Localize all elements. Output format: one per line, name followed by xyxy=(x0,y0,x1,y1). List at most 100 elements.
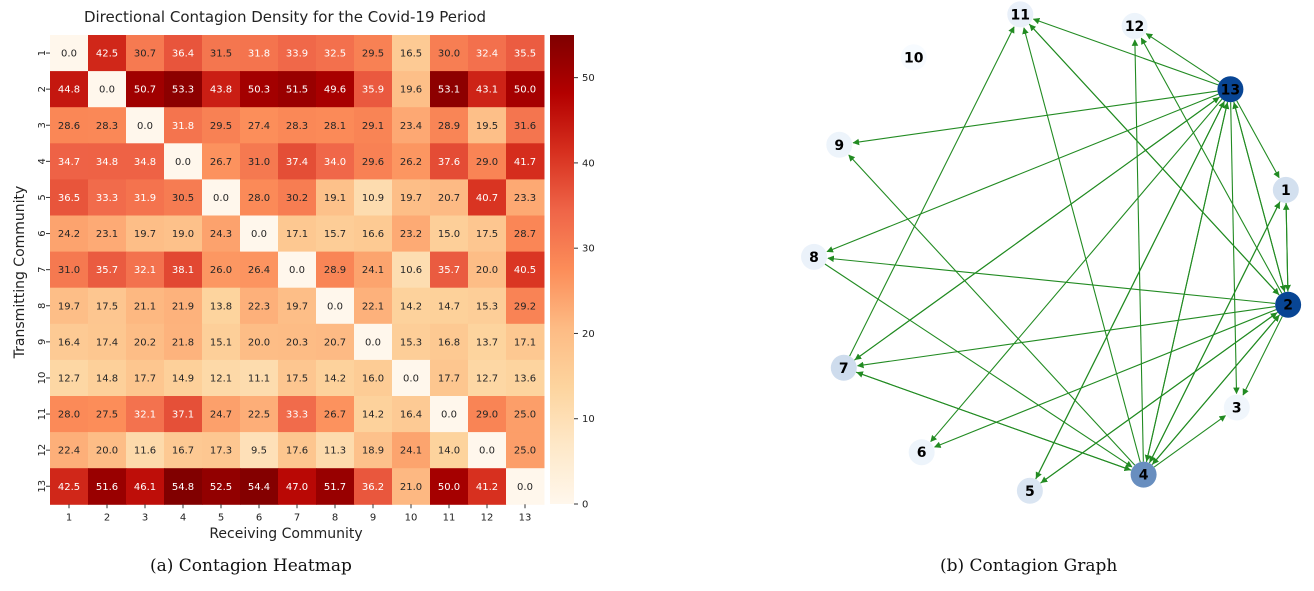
heatmap-cell: 19.0 xyxy=(164,215,203,253)
heatmap-cell-label: 0.0 xyxy=(175,157,191,168)
heatmap-cell: 14.0 xyxy=(430,432,469,469)
heatmap-cell-label: 14.7 xyxy=(438,301,460,312)
heatmap-cell-label: 10.6 xyxy=(400,265,422,276)
heatmap-cell-label: 11.6 xyxy=(134,446,156,457)
y-tick-label: 8 xyxy=(37,303,48,309)
heatmap-cell-rect xyxy=(468,107,507,144)
heatmap-cell: 23.1 xyxy=(88,215,127,253)
colorbar-tick-label: 50 xyxy=(582,73,595,84)
heatmap-cell-label: 29.1 xyxy=(362,121,384,132)
heatmap-cell-rect xyxy=(50,143,89,180)
heatmap-cell-rect xyxy=(468,35,507,72)
heatmap-cell-rect xyxy=(392,396,431,433)
graph-node-label: 3 xyxy=(1232,400,1242,416)
heatmap-cell-rect xyxy=(126,107,165,144)
heatmap-cell-label: 15.0 xyxy=(438,229,460,240)
heatmap-cell: 0.0 xyxy=(202,179,241,216)
heatmap-cell-label: 44.8 xyxy=(58,85,80,96)
heatmap-cell-label: 20.3 xyxy=(286,337,308,348)
heatmap-cell: 20.2 xyxy=(126,323,165,361)
heatmap-cell: 50.0 xyxy=(506,71,545,108)
heatmap-cell: 21.9 xyxy=(164,287,203,325)
heatmap-cell: 17.5 xyxy=(468,215,507,253)
colorbar-tick-label: 0 xyxy=(582,500,588,511)
heatmap-cell: 52.5 xyxy=(202,468,241,505)
heatmap-cell-rect xyxy=(430,359,469,397)
graph-node-label: 8 xyxy=(809,250,819,266)
heatmap-cell-rect xyxy=(506,107,545,144)
heatmap-cell-label: 11.1 xyxy=(248,373,270,384)
heatmap-cell-label: 12.7 xyxy=(476,373,498,384)
heatmap-cell-label: 31.8 xyxy=(248,49,270,60)
heatmap-cell-rect xyxy=(468,359,507,397)
heatmap-cell-rect xyxy=(126,359,165,397)
heatmap-cell-label: 17.6 xyxy=(286,446,308,457)
heatmap-cell-rect xyxy=(468,71,507,108)
heatmap-cell-rect xyxy=(50,323,89,361)
heatmap-cell: 0.0 xyxy=(316,287,355,325)
heatmap-cell-rect xyxy=(126,179,165,216)
x-tick-label: 13 xyxy=(519,512,532,523)
heatmap-cell-label: 0.0 xyxy=(213,193,229,204)
heatmap-cell-label: 36.2 xyxy=(362,482,384,493)
graph-edge xyxy=(1232,102,1286,293)
heatmap-cell-rect xyxy=(278,359,317,397)
heatmap-cell-label: 16.7 xyxy=(172,446,194,457)
heatmap-cell-rect xyxy=(316,35,355,72)
graph-edge xyxy=(1284,202,1292,292)
heatmap-cell: 47.0 xyxy=(278,468,317,505)
heatmap-cell: 17.7 xyxy=(126,359,165,397)
y-tick-label: 3 xyxy=(37,122,48,128)
heatmap-cell-rect xyxy=(468,468,507,505)
heatmap-cell: 17.5 xyxy=(278,359,317,397)
heatmap-cell-label: 34.8 xyxy=(96,157,118,168)
y-tick-label: 5 xyxy=(37,194,48,200)
heatmap-cell-rect xyxy=(202,432,241,469)
graph-edge xyxy=(1151,314,1280,466)
heatmap-cell: 23.4 xyxy=(392,107,431,144)
heatmap-cell-label: 53.1 xyxy=(438,85,460,96)
heatmap-cell-label: 37.6 xyxy=(438,157,460,168)
heatmap-cell-label: 15.3 xyxy=(400,337,422,348)
x-tick-label: 3 xyxy=(142,512,148,523)
heatmap-cell: 24.1 xyxy=(392,432,431,469)
graph-edge xyxy=(1022,27,1141,463)
y-tick-label: 9 xyxy=(37,339,48,345)
x-tick-label: 12 xyxy=(481,512,494,523)
heatmap-cell-label: 28.0 xyxy=(58,410,80,421)
heatmap-cell: 20.0 xyxy=(468,251,507,289)
heatmap-cell-rect xyxy=(392,468,431,505)
heatmap-cell-rect xyxy=(354,71,393,108)
heatmap-cell-label: 28.9 xyxy=(438,121,460,132)
heatmap-cell-rect xyxy=(468,215,507,253)
graph-node: 5 xyxy=(1016,477,1043,504)
caption-graph: (b) Contagion Graph xyxy=(940,556,1118,576)
heatmap-cell: 31.8 xyxy=(164,107,203,144)
heatmap-cell-label: 30.0 xyxy=(438,49,460,60)
heatmap-cell-label: 37.4 xyxy=(286,157,308,168)
heatmap-cell-label: 35.5 xyxy=(514,49,536,60)
x-tick-label: 10 xyxy=(405,512,418,523)
heatmap-cell-rect xyxy=(164,323,203,361)
heatmap-cell-rect xyxy=(126,468,165,505)
heatmap-cell: 30.7 xyxy=(126,35,165,72)
heatmap-cell-label: 30.2 xyxy=(286,193,308,204)
heatmap-cell: 0.0 xyxy=(354,323,393,361)
heatmap-cell: 18.9 xyxy=(354,432,393,469)
heatmap-cell-label: 22.4 xyxy=(58,446,80,457)
heatmap-cell: 34.7 xyxy=(50,143,89,180)
heatmap-cell-rect xyxy=(88,396,127,433)
heatmap-cell-rect xyxy=(316,468,355,505)
heatmap-cell-rect xyxy=(88,35,127,72)
heatmap-cell-rect xyxy=(88,107,127,144)
heatmap-cell: 31.9 xyxy=(126,179,165,216)
heatmap-cell-label: 17.4 xyxy=(96,337,118,348)
x-tick-label: 7 xyxy=(294,512,300,523)
x-tick-label: 1 xyxy=(66,512,72,523)
heatmap-cell-label: 26.7 xyxy=(324,410,346,421)
heatmap-cell-label: 29.2 xyxy=(514,301,536,312)
heatmap-cell-rect xyxy=(240,179,279,216)
heatmap-cell: 21.0 xyxy=(392,468,431,505)
heatmap-cell: 14.2 xyxy=(354,396,393,433)
heatmap-cell: 29.2 xyxy=(506,287,545,325)
